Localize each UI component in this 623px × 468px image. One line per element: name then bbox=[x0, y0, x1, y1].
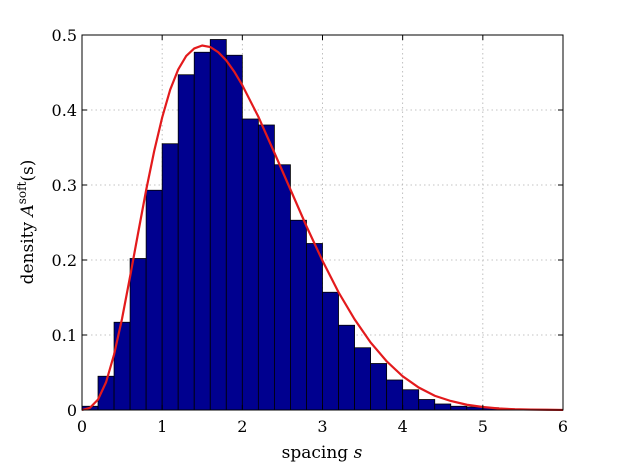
histogram-bar bbox=[257, 124, 275, 411]
histogram-bar bbox=[338, 324, 355, 411]
histogram-bar bbox=[161, 143, 179, 411]
histogram-bar bbox=[129, 258, 147, 411]
histogram-bar bbox=[450, 405, 468, 411]
y-tick-label: 0.5 bbox=[52, 26, 77, 45]
histogram-bar bbox=[290, 219, 307, 411]
y-tick-label: 0.1 bbox=[52, 326, 77, 345]
x-tick-label: 6 bbox=[558, 417, 568, 436]
histogram-bar bbox=[193, 51, 211, 411]
x-tick-label: 3 bbox=[317, 417, 327, 436]
x-tick-label: 1 bbox=[157, 417, 167, 436]
axis-ticks bbox=[81, 34, 564, 411]
x-axis-label: spacing s bbox=[282, 443, 363, 463]
histogram-bar bbox=[434, 403, 452, 411]
y-axis-label: density Asoft(s) bbox=[15, 160, 38, 285]
histogram-bar bbox=[145, 189, 163, 411]
histogram-bar bbox=[386, 379, 404, 411]
x-tick-labels: 0 1 2 3 4 5 6 bbox=[77, 417, 568, 436]
y-tick-label: 0.2 bbox=[52, 251, 77, 270]
histogram-bar bbox=[322, 291, 339, 411]
x-tick-label: 5 bbox=[478, 417, 488, 436]
histogram-bar bbox=[113, 321, 131, 411]
grid-lines bbox=[82, 35, 563, 410]
histogram-bar bbox=[225, 54, 243, 411]
histogram-bars bbox=[81, 39, 500, 411]
y-tick-label: 0.4 bbox=[52, 101, 77, 120]
histogram-bar bbox=[306, 243, 323, 411]
histogram-bar bbox=[273, 164, 291, 411]
x-tick-label: 2 bbox=[237, 417, 247, 436]
histogram-bar bbox=[418, 399, 436, 411]
histogram-bar bbox=[354, 347, 372, 411]
histogram-bar bbox=[402, 389, 420, 411]
histogram-bar bbox=[209, 39, 227, 411]
y-tick-labels: 0 0.1 0.2 0.3 0.4 0.5 bbox=[52, 26, 77, 420]
y-tick-label: 0 bbox=[67, 401, 77, 420]
histogram-bar bbox=[370, 363, 388, 411]
x-tick-label: 0 bbox=[77, 417, 87, 436]
x-tick-label: 4 bbox=[398, 417, 408, 436]
y-tick-label: 0.3 bbox=[52, 176, 77, 195]
histogram-bar bbox=[177, 74, 195, 411]
histogram-bar bbox=[241, 118, 259, 411]
fit-curve bbox=[81, 44, 564, 412]
